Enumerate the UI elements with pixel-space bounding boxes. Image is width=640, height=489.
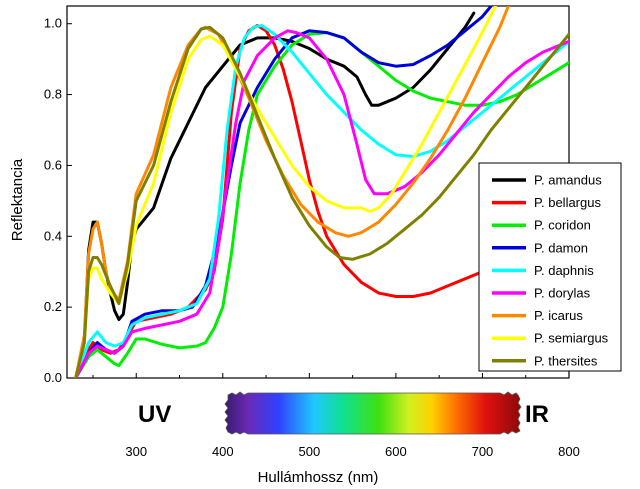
legend-label: P. thersites [534, 353, 598, 368]
x-tick-label: 400 [212, 444, 234, 459]
y-axis-title: Reflektancia [9, 158, 26, 241]
legend: P. amandus P. bellargus P. coridon P. damon… [478, 162, 622, 372]
legend-label: P. semiargus [534, 331, 609, 346]
x-axis-ticks: 300 400 500 600 700 800 [92, 373, 580, 459]
y-tick-label: 0.8 [44, 87, 62, 102]
x-axis-title: Hullámhossz (nm) [258, 469, 379, 486]
series-line-p-daphnis [74, 24, 569, 378]
x-tick-label: 600 [385, 444, 407, 459]
x-tick-label: 800 [558, 444, 580, 459]
visible-spectrum-bar [224, 391, 522, 435]
legend-label: P. daphnis [534, 263, 594, 278]
y-tick-label: 0.4 [44, 228, 62, 243]
x-tick-label: 300 [125, 444, 147, 459]
legend-items: P. amandus P. bellargus P. coridon P. damon… [492, 173, 609, 368]
series-line-p-thersites [74, 25, 569, 378]
uv-label: UV [138, 401, 171, 428]
legend-box [478, 162, 622, 372]
y-axis-ticks: 0.0 0.2 0.4 0.6 0.8 1.0 [44, 16, 72, 385]
legend-label: P. damon [534, 240, 588, 255]
legend-label: P. icarus [534, 308, 583, 323]
legend-label: P. amandus [534, 173, 602, 188]
series-line-p-coridon [74, 31, 569, 378]
y-tick-label: 0.2 [44, 299, 62, 314]
legend-label: P. bellargus [534, 195, 601, 210]
y-tick-label: 1.0 [44, 16, 62, 31]
y-tick-label: 0.0 [44, 370, 62, 385]
ir-label: IR [525, 401, 549, 428]
series-line-p-dorylas [74, 29, 569, 378]
y-tick-label: 0.6 [44, 157, 62, 172]
x-tick-label: 700 [472, 444, 494, 459]
x-tick-label: 500 [298, 444, 320, 459]
legend-label: P. dorylas [534, 286, 591, 301]
legend-label: P. coridon [534, 218, 591, 233]
series-layer [74, 6, 569, 378]
